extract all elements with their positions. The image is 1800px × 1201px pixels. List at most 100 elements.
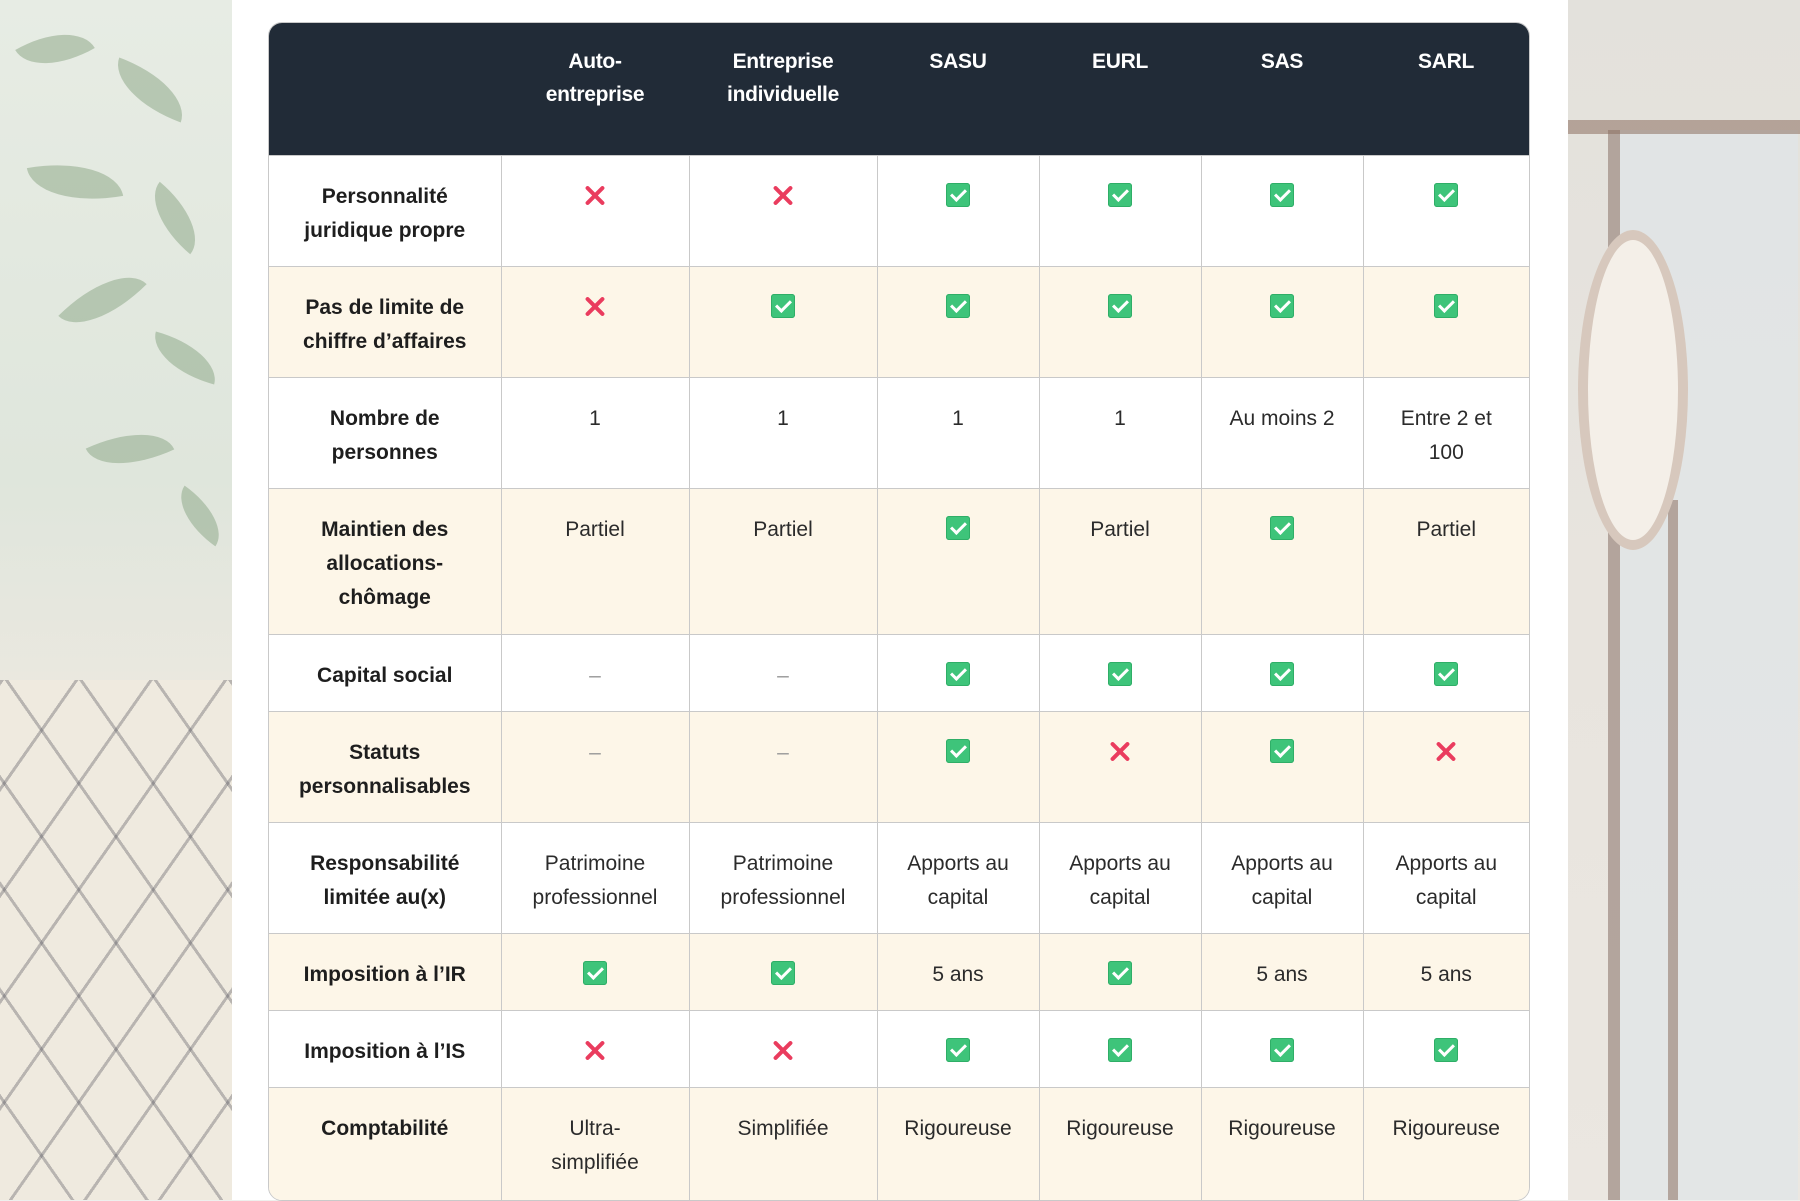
dash-placeholder: – <box>589 741 601 764</box>
check-icon <box>1108 662 1132 687</box>
check-icon <box>771 294 795 319</box>
table-row: Statuts personnalisables – – <box>269 711 1529 823</box>
table-cell: 1 <box>501 377 690 489</box>
cross-icon <box>1108 739 1132 763</box>
table-cell: Partiel <box>501 488 690 635</box>
table-cell: 5 ans <box>1201 933 1364 1011</box>
table-cell <box>877 266 1040 378</box>
cross-icon <box>1434 739 1458 763</box>
table-row: Imposition à l’IR 5 ans 5 ans 5 ans <box>269 933 1529 1011</box>
row-label: Imposition à l’IS <box>269 1010 502 1088</box>
header-sas: SAS <box>1201 23 1363 156</box>
table-cell: Ultra-simplifiée <box>501 1087 690 1200</box>
table-cell <box>1039 933 1202 1011</box>
cross-icon <box>771 183 795 207</box>
table-cell <box>1363 266 1529 378</box>
table-cell: Apports au capital <box>1363 822 1529 934</box>
header-row: Auto-entreprise Entreprise individuelle S… <box>269 23 1529 156</box>
table-cell: Au moins 2 <box>1201 377 1364 489</box>
table-row: Personnalité juridique propre <box>269 155 1529 267</box>
table-cell: Rigoureuse <box>1201 1087 1364 1200</box>
table-cell <box>877 634 1040 712</box>
table-cell: Patrimoine professionnel <box>689 822 878 934</box>
row-label: Statuts personnalisables <box>269 711 502 823</box>
header-entreprise-individuelle: Entreprise individuelle <box>689 23 877 156</box>
table-cell <box>877 488 1040 635</box>
table-cell <box>501 933 690 1011</box>
table-cell <box>877 155 1040 267</box>
dash-placeholder: – <box>777 741 789 764</box>
table-cell: – <box>501 711 690 823</box>
check-icon <box>1270 294 1294 319</box>
table-cell <box>877 1010 1040 1088</box>
header-sasu: SASU <box>877 23 1039 156</box>
table-cell <box>1039 266 1202 378</box>
table-cell <box>501 266 690 378</box>
cross-icon <box>583 1038 607 1062</box>
check-icon <box>1434 1038 1459 1063</box>
table-row: Comptabilité Ultra-simplifiée Simplifiée Ri… <box>269 1087 1529 1200</box>
check-icon <box>1434 662 1459 687</box>
table-cell: Apports au capital <box>877 822 1040 934</box>
check-icon <box>946 516 970 541</box>
check-icon <box>583 961 607 986</box>
table-cell <box>1039 711 1202 823</box>
table-cell <box>1039 155 1202 267</box>
row-label: Pas de limite de chiffre d’affaires <box>269 266 502 378</box>
table-cell: Rigoureuse <box>1039 1087 1202 1200</box>
table-cell: Partiel <box>1363 488 1529 635</box>
row-label: Responsabilité limitée au(x) <box>269 822 502 934</box>
table-cell <box>689 155 878 267</box>
table-cell: – <box>689 634 878 712</box>
table-cell: 5 ans <box>1363 933 1529 1011</box>
check-icon <box>1270 739 1294 764</box>
table-cell: 5 ans <box>877 933 1040 1011</box>
check-icon <box>946 183 970 208</box>
header-cell-empty <box>269 23 501 156</box>
check-icon <box>1108 294 1132 319</box>
background-photo-right <box>1568 0 1800 1200</box>
table-row: Maintien des allocations-chômage Partiel Pa… <box>269 488 1529 635</box>
table-cell <box>877 711 1040 823</box>
row-label: Personnalité juridique propre <box>269 155 502 267</box>
table-cell <box>501 1010 690 1088</box>
table-cell <box>689 266 878 378</box>
table-cell: 1 <box>689 377 878 489</box>
table-cell <box>1363 1010 1529 1088</box>
table-cell <box>1363 634 1529 712</box>
table-cell: Rigoureuse <box>1363 1087 1529 1200</box>
comparison-table: Auto-entreprise Entreprise individuelle S… <box>268 22 1530 1201</box>
dash-placeholder: – <box>777 664 789 687</box>
table-cell <box>1201 266 1364 378</box>
table-cell: – <box>689 711 878 823</box>
dash-placeholder: – <box>589 664 601 687</box>
table-cell: 1 <box>1039 377 1202 489</box>
table-cell: Apports au capital <box>1201 822 1364 934</box>
table-row: Nombre de personnes 1 1 1 1 Au moins 2 Entre 2 … <box>269 377 1529 489</box>
table-cell <box>1363 711 1529 823</box>
table-cell: Entre 2 et 100 <box>1363 377 1529 489</box>
table-cell: Partiel <box>689 488 878 635</box>
check-icon <box>946 739 970 764</box>
table-cell <box>1363 155 1529 267</box>
check-icon <box>946 294 970 319</box>
table-cell: Patrimoine professionnel <box>501 822 690 934</box>
row-label: Capital social <box>269 634 502 712</box>
table-row: Pas de limite de chiffre d’affaires <box>269 266 1529 378</box>
content-panel: Auto-entreprise Entreprise individuelle S… <box>232 0 1568 1201</box>
background-photo-left <box>0 0 232 1200</box>
table-row: Responsabilité limitée au(x) Patrimoine pro… <box>269 822 1529 934</box>
check-icon <box>946 662 970 687</box>
table-cell: Partiel <box>1039 488 1202 635</box>
table-cell: 1 <box>877 377 1040 489</box>
check-icon <box>946 1038 970 1063</box>
row-label: Comptabilité <box>269 1087 502 1200</box>
table-cell: Rigoureuse <box>877 1087 1040 1200</box>
header-eurl: EURL <box>1039 23 1201 156</box>
table-cell <box>1201 155 1364 267</box>
table-row: Imposition à l’IS <box>269 1010 1529 1088</box>
cross-icon <box>771 1038 795 1062</box>
table-cell: – <box>501 634 690 712</box>
table-cell <box>1201 711 1364 823</box>
table-cell <box>1039 634 1202 712</box>
